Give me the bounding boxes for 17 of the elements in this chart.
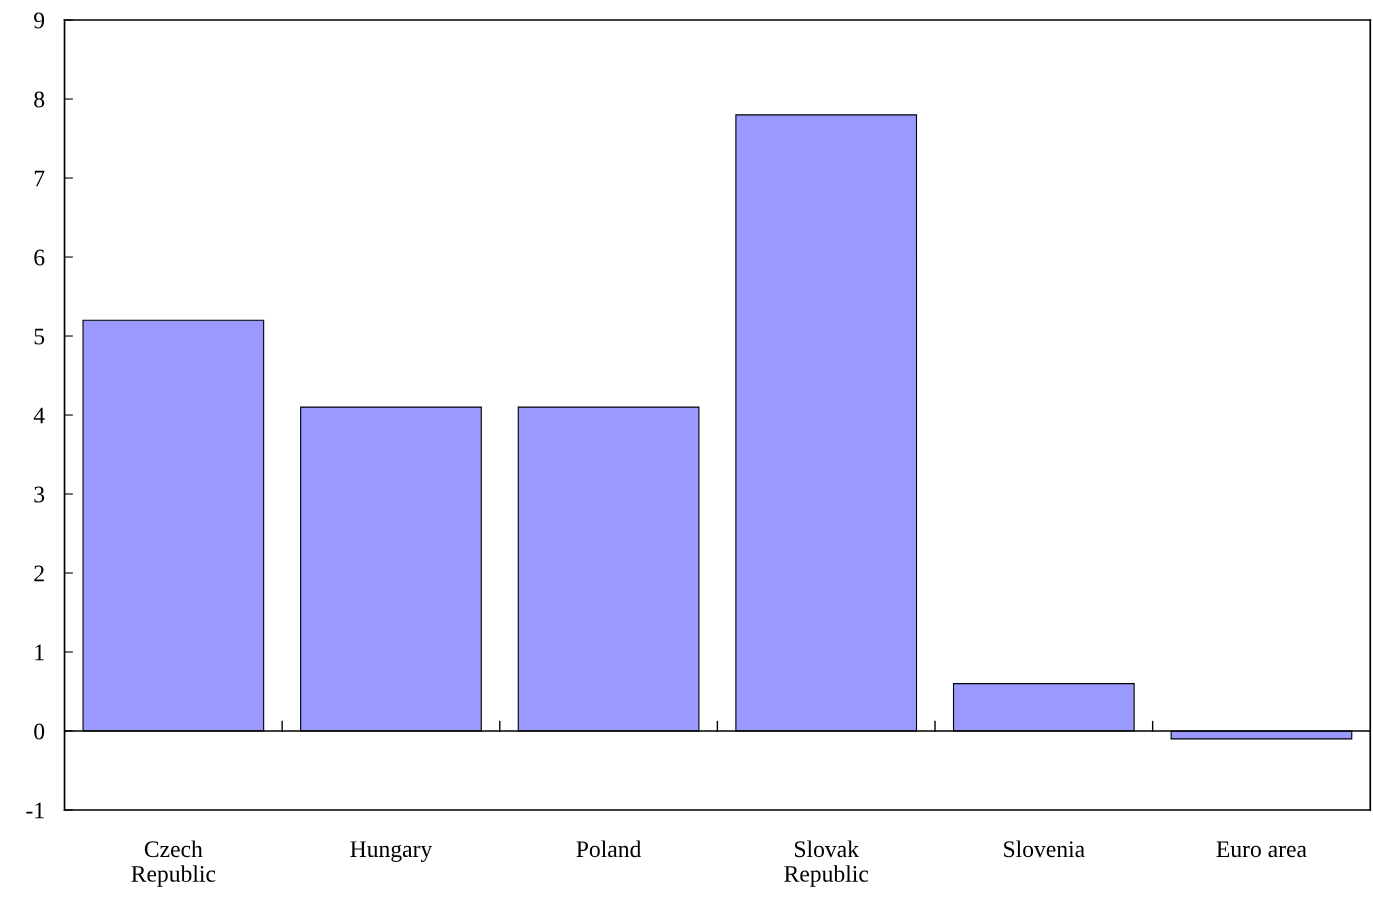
x-tick-label: Slovenia: [1004, 840, 1085, 858]
y-tick-label: 3: [34, 486, 45, 503]
y-tick-label: 9: [34, 12, 45, 29]
y-tick-label: 0: [34, 723, 45, 740]
x-tick-label: Slovak Republic: [784, 840, 869, 887]
y-tick-label: 5: [34, 328, 45, 345]
x-tick-label: Poland: [576, 840, 642, 858]
y-tick-label: 8: [34, 91, 45, 108]
y-tick-label: 2: [34, 565, 44, 582]
y-tick-label: 6: [34, 249, 45, 266]
y-tick-label: 7: [34, 170, 45, 187]
x-tick-label: Hungary: [350, 841, 433, 862]
y-tick-label: 4: [33, 407, 45, 424]
y-tick-label: 1: [35, 644, 44, 661]
y-tick-label: -1: [26, 802, 44, 819]
x-tick-label: Czech Republic: [131, 840, 216, 887]
x-tick-label: Euro area: [1216, 841, 1307, 858]
